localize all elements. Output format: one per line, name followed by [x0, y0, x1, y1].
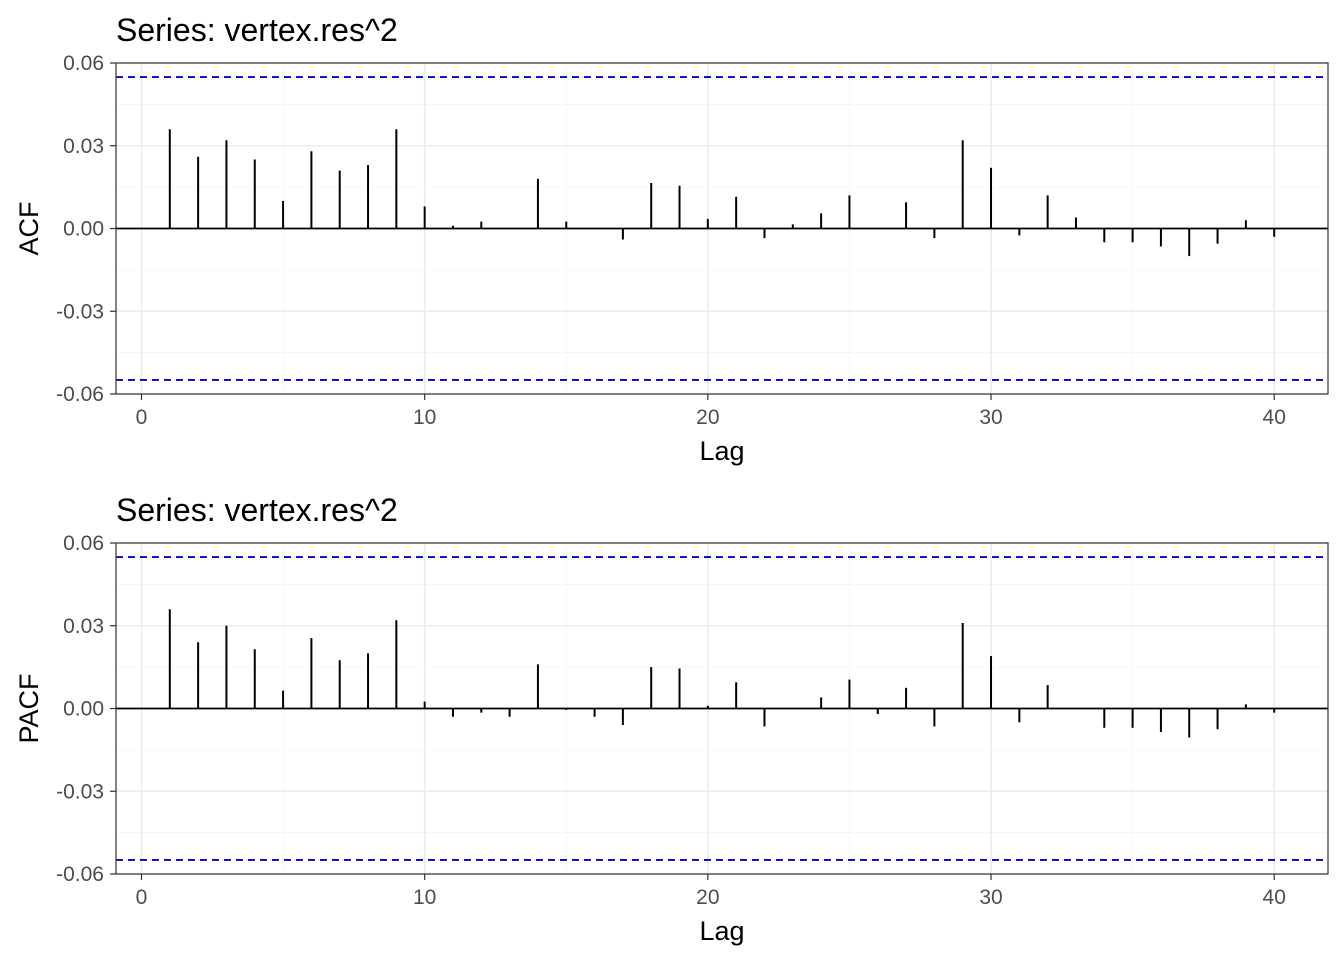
x-tick-label: 10	[413, 886, 436, 909]
y-tick-label: 0.00	[63, 218, 104, 241]
pacf-chart: 0 10 20 30 40 -0.06 -0.03 0.00 0.03 0.06 Series: v…	[14, 492, 1329, 946]
y-tick-label: -0.03	[56, 300, 104, 323]
acf-chart: 0 10 20 30 40 -0.06 -0.03 0.00 0.03 0.06 Series: v…	[14, 12, 1329, 466]
x-tick-label: 30	[979, 886, 1002, 909]
y-tick-label: 0.00	[63, 698, 104, 721]
x-axis-title: Lag	[699, 916, 744, 946]
y-tick-label: -0.06	[56, 383, 104, 406]
x-tick-label: 0	[136, 886, 148, 909]
x-axis-title: Lag	[699, 436, 744, 466]
x-tick-label: 30	[979, 406, 1002, 429]
x-tick-label: 0	[136, 406, 148, 429]
x-tick-label: 10	[413, 406, 436, 429]
y-tick-label: -0.03	[56, 780, 104, 803]
x-tick-label: 20	[696, 406, 719, 429]
chart-title: Series: vertex.res^2	[116, 492, 398, 528]
y-axis-title: ACF	[14, 202, 44, 256]
y-tick-label: -0.06	[56, 863, 104, 886]
chart-title: Series: vertex.res^2	[116, 12, 398, 48]
y-tick-label: 0.03	[63, 135, 104, 158]
y-tick-label: 0.06	[63, 52, 104, 75]
y-axis-title: PACF	[14, 673, 44, 743]
x-tick-label: 20	[696, 886, 719, 909]
y-tick-label: 0.03	[63, 615, 104, 638]
y-tick-label: 0.06	[63, 532, 104, 555]
x-tick-label: 40	[1263, 406, 1286, 429]
x-tick-label: 40	[1263, 886, 1286, 909]
